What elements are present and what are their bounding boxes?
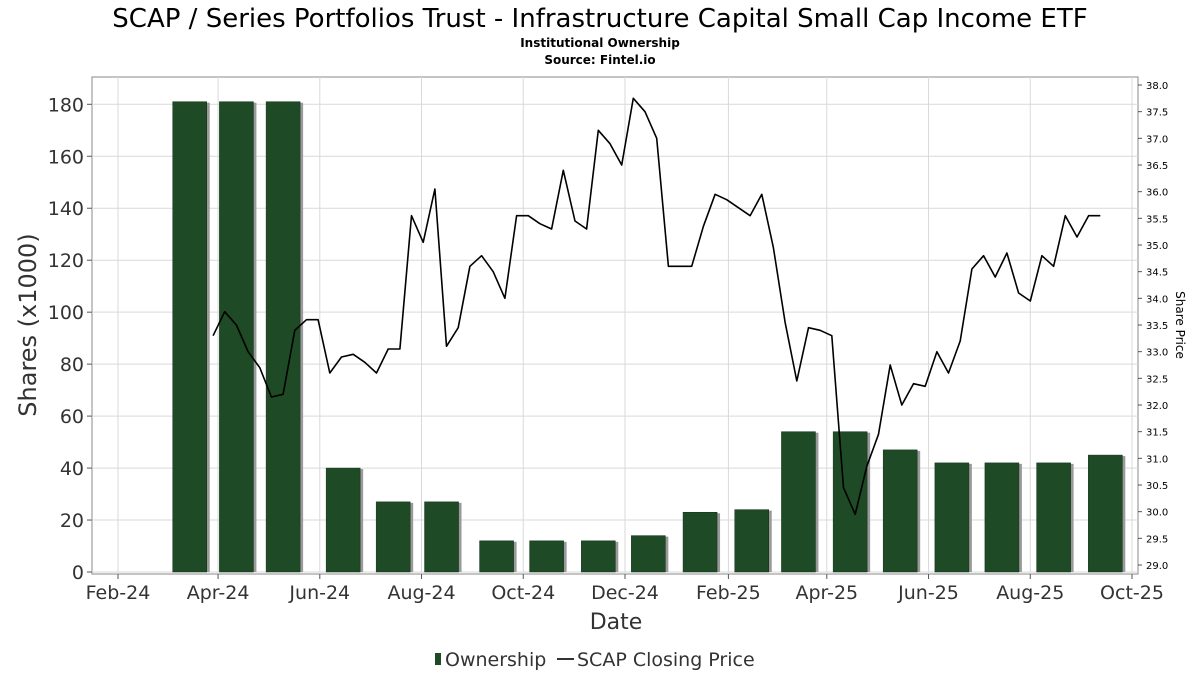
x-axis-label: Date: [590, 610, 643, 635]
y2-tick-label: 31.0: [1146, 454, 1168, 465]
ownership-bar: [934, 462, 970, 573]
y-tick-label: 120: [48, 250, 84, 272]
legend-price-label: SCAP Closing Price: [577, 649, 755, 671]
ownership-bar: [631, 535, 666, 573]
axes: 0 20 40 60 80 100 120 140 160 180 Feb-24 Apr-24 Jun-…: [48, 81, 1169, 604]
y2-tick-label: 35.0: [1146, 241, 1168, 252]
y2-tick-label: 36.5: [1146, 161, 1168, 172]
y-tick-label: 180: [48, 94, 84, 116]
y-tick-label: 40: [60, 458, 84, 480]
y2-tick-label: 29.0: [1146, 561, 1168, 572]
ownership-bar: [781, 431, 816, 573]
ownership-bar: [734, 509, 769, 573]
chart-source: Source: Fintel.io: [544, 53, 655, 67]
ownership-bar: [581, 540, 616, 573]
y-tick-label: 60: [60, 406, 84, 428]
price-line-group: [212, 97, 1101, 516]
x-tick-label: Apr-25: [795, 582, 858, 604]
chart-title: SCAP / Series Portfolios Trust - Infrast…: [112, 4, 1087, 34]
legend-ownership-label: Ownership: [445, 649, 546, 671]
x-tick-label: Jun-24: [288, 582, 350, 604]
ownership-bar: [1036, 462, 1071, 573]
ownership-bar: [832, 431, 868, 573]
y-tick-label: 0: [72, 562, 84, 584]
y2-tick-label: 34.5: [1146, 268, 1168, 279]
ownership-bar: [984, 462, 1020, 573]
ownership-bar: [1088, 454, 1123, 573]
y2-tick-label: 34.0: [1146, 294, 1168, 305]
y-tick-label: 160: [48, 146, 84, 168]
legend-bar-swatch: [435, 653, 441, 665]
ownership-bars: [172, 101, 1126, 573]
chart-subtitle: Institutional Ownership: [520, 36, 680, 50]
y2-tick-label: 32.5: [1146, 374, 1168, 385]
price-line: [212, 97, 1101, 516]
y2-tick-label: 29.5: [1146, 534, 1168, 545]
y-tick-label: 20: [60, 510, 84, 532]
y2-axis-label: Share Price: [1173, 291, 1187, 359]
x-tick-label: Oct-25: [1100, 582, 1164, 604]
y2-tick-label: 31.5: [1146, 428, 1168, 439]
x-tick-label: Dec-24: [591, 582, 659, 604]
y2-tick-label: 37.5: [1146, 108, 1168, 119]
ownership-bar: [682, 511, 718, 573]
x-tick-label: Oct-24: [491, 582, 555, 604]
ownership-bar: [529, 540, 564, 573]
y-tick-label: 80: [60, 354, 84, 376]
y2-tick-label: 32.0: [1146, 401, 1168, 412]
y-axis-label: Shares (x1000): [14, 233, 42, 416]
x-tick-label: Feb-25: [696, 582, 761, 604]
x-tick-label: Apr-24: [187, 582, 250, 604]
ownership-bar: [219, 101, 254, 573]
y2-tick-label: 38.0: [1146, 81, 1168, 92]
y2-tick-label: 33.0: [1146, 348, 1168, 359]
ownership-bar: [882, 449, 918, 573]
ownership-bar: [424, 501, 459, 573]
legend: Ownership SCAP Closing Price: [435, 649, 755, 671]
y-tick-label: 140: [48, 198, 84, 220]
y2-tick-label: 30.0: [1146, 508, 1168, 519]
ownership-bar: [265, 101, 301, 573]
x-tick-label: Aug-24: [387, 582, 455, 604]
y2-tick-label: 36.0: [1146, 188, 1168, 199]
ownership-bar: [325, 467, 361, 573]
ownership-bar: [172, 101, 207, 573]
y2-tick-label: 33.5: [1146, 321, 1168, 332]
x-tick-label: Feb-24: [86, 582, 151, 604]
x-tick-label: Jun-25: [897, 582, 959, 604]
y-tick-label: 100: [48, 302, 84, 324]
ownership-bar: [479, 540, 514, 573]
y2-tick-label: 37.0: [1146, 134, 1168, 145]
ownership-bar: [375, 501, 411, 573]
x-tick-label: Aug-25: [996, 582, 1064, 604]
y2-tick-label: 35.5: [1146, 214, 1168, 225]
y2-tick-label: 30.5: [1146, 481, 1168, 492]
